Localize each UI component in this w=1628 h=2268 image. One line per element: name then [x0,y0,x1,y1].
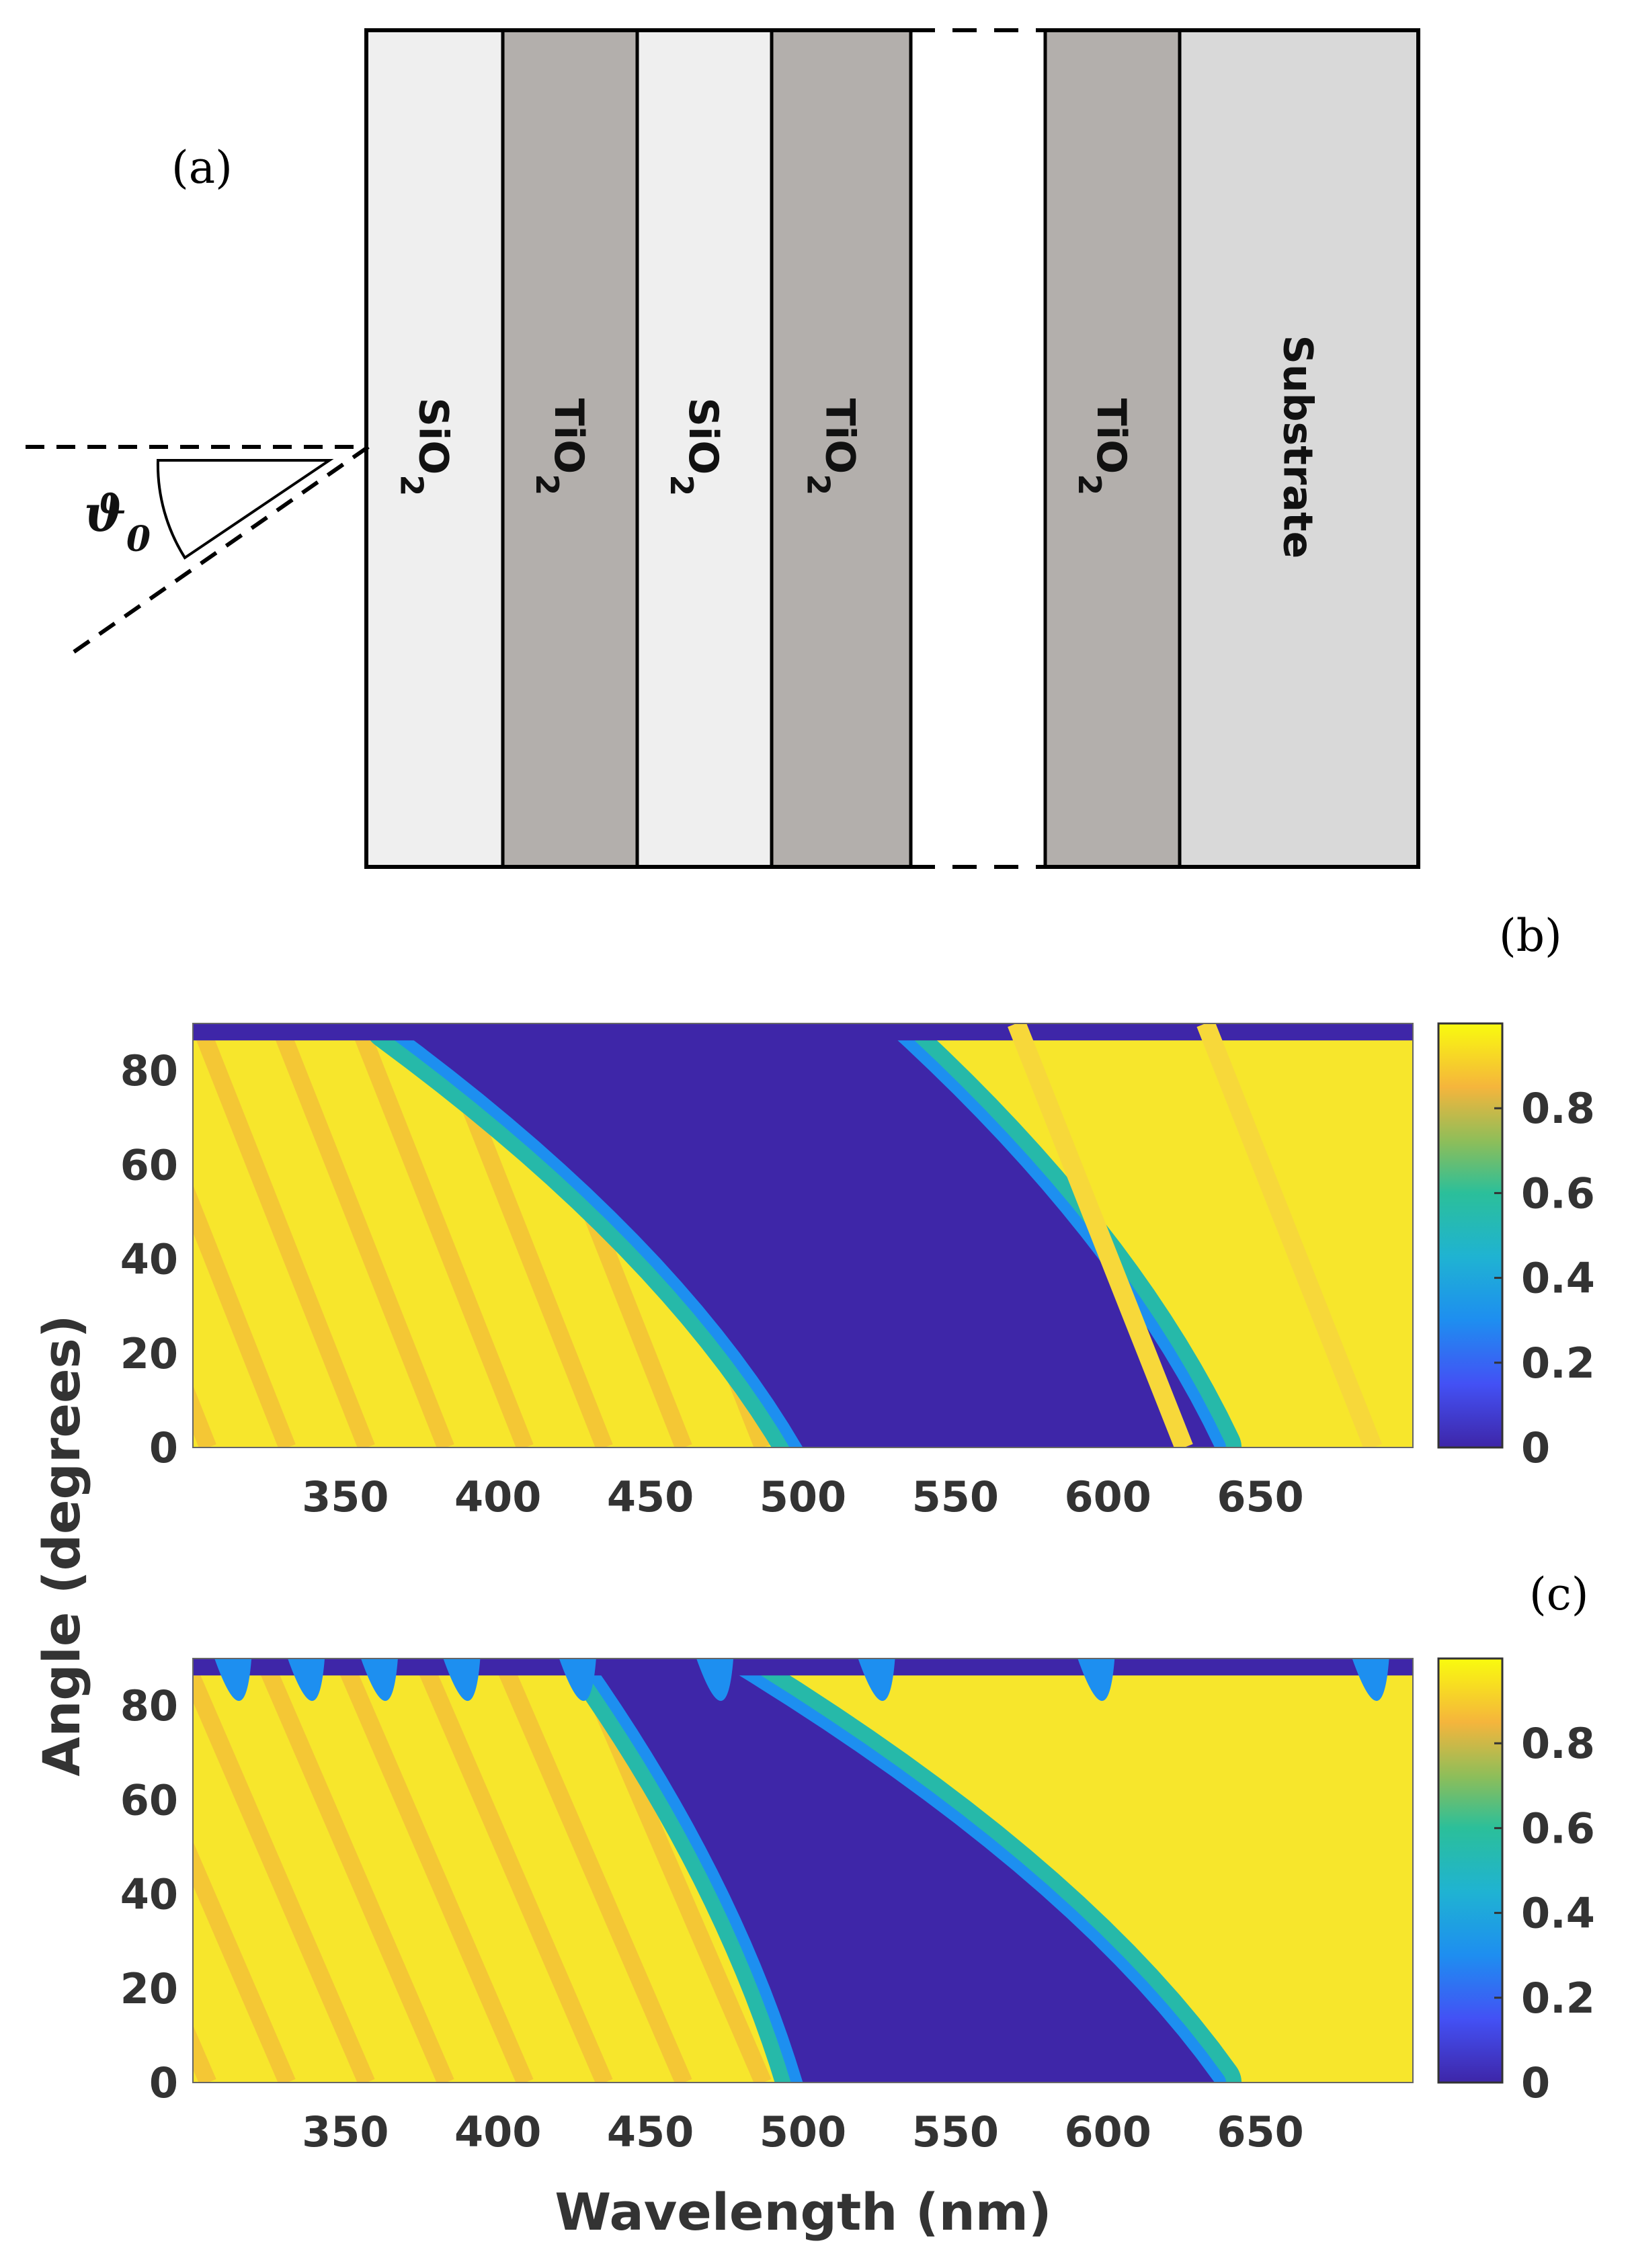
y-tick-label: 80 [120,1046,178,1095]
panel-b-label: (b) [1499,910,1562,962]
y-tick-label: 60 [120,1775,178,1824]
layer-3 [772,30,911,867]
y-tick-label: 0 [149,1423,178,1472]
x-tick-label: 600 [1065,1472,1151,1521]
fringe-band [193,1184,296,1447]
fringe-band [193,1841,296,2083]
fringe-band [493,1658,692,2083]
colorbar-tick-label: 0 [1521,1423,1550,1472]
scallop [214,1658,252,1702]
x-tick-label: 400 [454,2107,541,2156]
y-tick-label: 80 [120,1681,178,1730]
y-tick-label: 20 [120,1329,178,1378]
layer-0 [366,30,503,867]
heatmap-c: 0 20 40 60 80 350 400 450 500 550 600 650 0 0.2 0.4 0.6… [120,1657,1595,2156]
layer-label-5: TiO2 [1071,398,1135,496]
layer-label-3: TiO2 [801,398,864,496]
incident-ray [73,445,370,654]
scallop [1352,1658,1389,1702]
scallop [696,1658,734,1702]
layer-5 [1045,30,1180,867]
x-tick-label: 350 [302,1472,389,1521]
fringe-band [270,1023,454,1447]
colorbar-tick-label: 0.2 [1521,1339,1595,1388]
scallop [559,1658,596,1702]
colorbar-tick-label: 0.8 [1521,1719,1595,1768]
angle-wedge [156,459,334,560]
layer-2 [637,30,772,867]
colorbar-tick-label: 0.8 [1521,1084,1595,1133]
x-tick-label: 450 [607,1472,694,1521]
fringe-band [413,1658,613,2083]
y-tick-label: 40 [120,1870,178,1919]
y-tick-label: 0 [149,2058,178,2107]
colorbar-tick-label: 0.4 [1521,1254,1595,1303]
fringe-band [349,1023,534,1447]
colorbar-tick-label: 0 [1521,2058,1550,2107]
x-tick-label: 500 [760,2107,846,2156]
scallop [443,1658,481,1702]
colorbar-tick-label: 0.6 [1521,1169,1595,1218]
colorbar [1437,1657,1504,2084]
fringe-band [255,1658,454,2083]
x-tick-label: 350 [302,2107,389,2156]
grazing-band [193,1023,1413,1041]
x-tick-label: 600 [1065,2107,1151,2156]
x-tick-label: 500 [760,1472,846,1521]
panel-a-label: (a) [171,142,233,194]
layer-label-0: SiO2 [394,398,457,497]
stopband-region [589,1658,1215,2083]
panel-c-label: (c) [1529,1568,1588,1620]
x-tick-label: 400 [454,1472,541,1521]
scallop [858,1658,895,1702]
colorbar-tick-label: 0.2 [1521,1974,1595,2023]
layer-6 [1180,30,1418,867]
scallop [1077,1658,1115,1702]
layer-label-1: TiO2 [529,398,592,496]
theta-symbol: ϑ0 [84,485,151,560]
ridge-arc [1008,1023,1193,1447]
plot-frame [192,1023,1414,1448]
stopband-region [391,1023,1215,1447]
colorbar [1437,1022,1504,1449]
scallop [288,1658,325,1702]
x-axis-label: Wavelength (nm) [555,2182,1051,2242]
x-tick-label: 650 [1217,2107,1303,2156]
layer-4 [911,30,1045,867]
plot-frame [192,1658,1414,2083]
x-tick-label: 450 [607,2107,694,2156]
scallop [360,1658,398,1702]
ridge-arc [1196,1023,1383,1447]
layer-1 [503,30,637,867]
diagram-border-right [1045,28,1420,869]
multilayer-diagram: SiO2 TiO2 SiO2 TiO2 TiO2 Substrate ϑ0 [26,28,1420,869]
fringe-band [193,1658,375,2083]
layer-label-2: SiO2 [663,398,727,497]
x-tick-label: 650 [1217,1472,1303,1521]
heatmap-b: 0 20 40 60 80 350 400 450 500 550 600 650 0 0.2 0.4 0.6… [120,1022,1595,1521]
layer-label-6: Substrate [1274,335,1321,559]
x-tick-label: 550 [912,2107,999,2156]
fringe-band [334,1658,534,2083]
fringe-band [193,1023,375,1447]
colorbar-tick-label: 0.6 [1521,1804,1595,1853]
colorbar-tick-label: 0.4 [1521,1889,1595,1938]
y-axis-label: Angle (degrees) [32,1314,91,1776]
x-tick-label: 550 [912,1472,999,1521]
y-tick-label: 40 [120,1235,178,1284]
y-tick-label: 60 [120,1140,178,1189]
y-tick-label: 20 [120,1964,178,2013]
